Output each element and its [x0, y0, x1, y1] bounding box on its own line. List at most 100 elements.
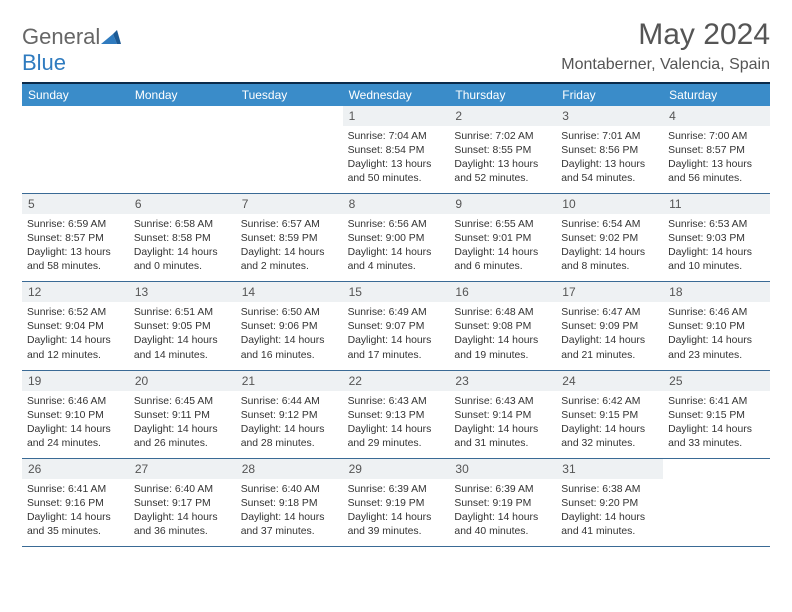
daylight-line: Daylight: 14 hours and 8 minutes.	[561, 247, 645, 272]
day-detail: Sunrise: 6:40 AMSunset: 9:17 PMDaylight:…	[134, 483, 231, 539]
sunrise-line: Sunrise: 6:41 AM	[668, 396, 747, 407]
sunrise-line: Sunrise: 6:43 AM	[454, 396, 533, 407]
calendar-cell: 26Sunrise: 6:41 AMSunset: 9:16 PMDayligh…	[22, 459, 129, 546]
sunrise-line: Sunrise: 6:39 AM	[454, 484, 533, 495]
day-detail: Sunrise: 6:59 AMSunset: 8:57 PMDaylight:…	[27, 218, 124, 274]
day-detail: Sunrise: 6:49 AM Sunset: 9:07 PM Daylight:…	[348, 306, 445, 362]
sunset-line: Sunset: 9:08 PM	[454, 321, 531, 332]
logo-mark-icon	[101, 24, 121, 50]
day-detail: Sunrise: 6:57 AMSunset: 8:59 PMDaylight:…	[241, 218, 338, 274]
day-number: 20	[129, 371, 236, 391]
sunrise-line: Sunrise: 6:49 AM	[348, 307, 427, 318]
sunrise-line: Sunrise: 6:40 AM	[134, 484, 213, 495]
daylight-line: Daylight: 14 hours and 24 minutes.	[27, 424, 111, 449]
sunset-line: Sunset: 8:57 PM	[668, 145, 745, 156]
sunset-line: Sunset: 9:10 PM	[668, 321, 745, 332]
day-number: 6	[129, 194, 236, 214]
sunrise-line: Sunrise: 6:44 AM	[241, 396, 320, 407]
calendar-cell: 16Sunrise: 6:48 AMSunset: 9:08 PMDayligh…	[449, 282, 556, 369]
day-detail: Sunrise: 6:56 AMSunset: 9:00 PMDaylight:…	[348, 218, 445, 274]
day-detail: Sunrise: 6:43 AMSunset: 9:14 PMDaylight:…	[454, 395, 551, 451]
calendar-cell: 12Sunrise: 6:52 AMSunset: 9:04 PMDayligh…	[22, 282, 129, 369]
daylight-line: Daylight: 14 hours and 17 minutes.	[348, 335, 432, 360]
sunrise-line: Sunrise: 6:50 AM	[241, 307, 320, 318]
day-name-sunday: Sunday	[22, 84, 129, 106]
day-number: 14	[236, 282, 343, 302]
logo-word-1: General	[22, 24, 100, 49]
day-number: 2	[449, 106, 556, 126]
sunset-line: Sunset: 9:13 PM	[348, 410, 425, 421]
day-name-header: SundayMondayTuesdayWednesdayThursdayFrid…	[22, 84, 770, 106]
day-detail: Sunrise: 6:40 AMSunset: 9:18 PMDaylight:…	[241, 483, 338, 539]
day-number: 7	[236, 194, 343, 214]
calendar-cell: 10Sunrise: 6:54 AMSunset: 9:02 PMDayligh…	[556, 194, 663, 281]
daylight-line: Daylight: 13 hours and 54 minutes.	[561, 159, 645, 184]
sunrise-line: Sunrise: 6:54 AM	[561, 219, 640, 230]
sunrise-line: Sunrise: 6:48 AM	[454, 307, 533, 318]
daylight-line: Daylight: 14 hours and 4 minutes.	[348, 247, 432, 272]
sunset-line: Sunset: 8:55 PM	[454, 145, 531, 156]
day-number: 15	[343, 282, 450, 302]
daylight-line: Daylight: 14 hours and 16 minutes.	[241, 335, 325, 360]
week-row: 26Sunrise: 6:41 AMSunset: 9:16 PMDayligh…	[22, 459, 770, 547]
day-number: 27	[129, 459, 236, 479]
calendar-cell: 28Sunrise: 6:40 AMSunset: 9:18 PMDayligh…	[236, 459, 343, 546]
calendar-cell: 19Sunrise: 6:46 AMSunset: 9:10 PMDayligh…	[22, 371, 129, 458]
day-detail: Sunrise: 6:41 AMSunset: 9:16 PMDaylight:…	[27, 483, 124, 539]
daylight-line: Daylight: 14 hours and 39 minutes.	[348, 512, 432, 537]
sunset-line: Sunset: 9:11 PM	[134, 410, 210, 421]
day-detail: Sunrise: 6:48 AMSunset: 9:08 PMDaylight:…	[454, 306, 551, 362]
day-detail: Sunrise: 6:39 AMSunset: 9:19 PMDaylight:…	[454, 483, 551, 539]
week-row: 5 Sunrise: 6:59 AMSunset: 8:57 PMDaylight…	[22, 194, 770, 282]
calendar-cell: 14Sunrise: 6:50 AMSunset: 9:06 PMDayligh…	[236, 282, 343, 369]
day-detail: Sunrise: 6:43 AMSunset: 9:13 PMDaylight:…	[348, 395, 445, 451]
sunrise-line: Sunrise: 7:00 AM	[668, 131, 747, 142]
day-detail: Sunrise: 7:04 AMSunset: 8:54 PMDaylight:…	[348, 130, 445, 186]
sunset-line: Sunset: 9:07 PM	[348, 321, 425, 332]
calendar-cell: 24Sunrise: 6:42 AMSunset: 9:15 PMDayligh…	[556, 371, 663, 458]
day-detail: Sunrise: 6:53 AMSunset: 9:03 PMDaylight:…	[668, 218, 765, 274]
calendar-cell: 2Sunrise: 7:02 AMSunset: 8:55 PMDaylight…	[449, 106, 556, 193]
sunrise-line: Sunrise: 6:53 AM	[668, 219, 747, 230]
daylight-line: Daylight: 14 hours and 29 minutes.	[348, 424, 432, 449]
sunset-line: Sunset: 9:18 PM	[241, 498, 318, 509]
day-number: 21	[236, 371, 343, 391]
calendar-cell-empty	[236, 106, 343, 193]
calendar-cell: 7 Sunrise: 6:57 AMSunset: 8:59 PMDaylight…	[236, 194, 343, 281]
calendar-cell-empty	[663, 459, 770, 546]
sunrise-line: Sunrise: 6:45 AM	[134, 396, 213, 407]
sunset-line: Sunset: 9:09 PM	[561, 321, 638, 332]
sunset-line: Sunset: 8:57 PM	[27, 233, 104, 244]
sunrise-line: Sunrise: 6:47 AM	[561, 307, 640, 318]
day-detail: Sunrise: 6:54 AMSunset: 9:02 PMDaylight:…	[561, 218, 658, 274]
sunset-line: Sunset: 9:19 PM	[454, 498, 531, 509]
sunset-line: Sunset: 8:54 PM	[348, 145, 425, 156]
day-detail: Sunrise: 6:46 AMSunset: 9:10 PMDaylight:…	[668, 306, 765, 362]
day-number: 16	[449, 282, 556, 302]
calendar-cell: 1 Sunrise: 7:04 AMSunset: 8:54 PMDaylight…	[343, 106, 450, 193]
calendar-cell: 8Sunrise: 6:56 AMSunset: 9:00 PMDaylight…	[343, 194, 450, 281]
week-row: 1 Sunrise: 7:04 AMSunset: 8:54 PMDaylight…	[22, 106, 770, 194]
week-row: 12Sunrise: 6:52 AMSunset: 9:04 PMDayligh…	[22, 282, 770, 370]
daylight-line: Daylight: 14 hours and 23 minutes.	[668, 335, 752, 360]
sunset-line: Sunset: 9:19 PM	[348, 498, 425, 509]
day-detail: Sunrise: 6:41 AMSunset: 9:15 PMDaylight:…	[668, 395, 765, 451]
day-number: 5	[22, 194, 129, 214]
daylight-line: Daylight: 14 hours and 28 minutes.	[241, 424, 325, 449]
day-detail: Sunrise: 6:46 AMSunset: 9:10 PMDaylight:…	[27, 395, 124, 451]
sunset-line: Sunset: 9:16 PM	[27, 498, 104, 509]
daylight-line: Daylight: 14 hours and 12 minutes.	[27, 335, 111, 360]
logo-text: GeneralBlue	[22, 24, 121, 76]
calendar-cell: 27Sunrise: 6:40 AMSunset: 9:17 PMDayligh…	[129, 459, 236, 546]
day-number: 1	[343, 106, 450, 126]
daylight-line: Daylight: 14 hours and 14 minutes.	[134, 335, 218, 360]
day-detail: Sunrise: 6:42 AMSunset: 9:15 PMDaylight:…	[561, 395, 658, 451]
sunset-line: Sunset: 9:03 PM	[668, 233, 745, 244]
day-name-tuesday: Tuesday	[236, 84, 343, 106]
sunset-line: Sunset: 9:17 PM	[134, 498, 211, 509]
day-number: 3	[556, 106, 663, 126]
calendar-cell: 25Sunrise: 6:41 AMSunset: 9:15 PMDayligh…	[663, 371, 770, 458]
daylight-line: Daylight: 14 hours and 21 minutes.	[561, 335, 645, 360]
title-block: May 2024 Montaberner, Valencia, Spain	[561, 18, 770, 74]
sunrise-line: Sunrise: 6:41 AM	[27, 484, 106, 495]
